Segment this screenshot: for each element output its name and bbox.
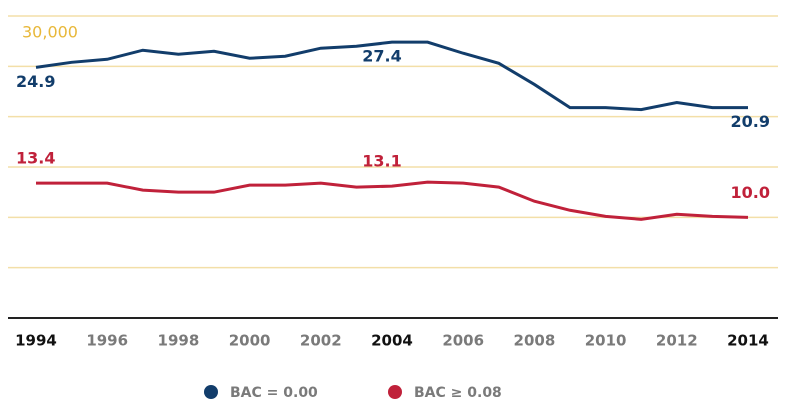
y-tick-label: 30,000 bbox=[22, 23, 78, 42]
x-tick-label: 2000 bbox=[229, 332, 271, 350]
legend-marker bbox=[204, 385, 218, 399]
data-label: 13.1 bbox=[362, 152, 401, 171]
legend-label: BAC ≥ 0.08 bbox=[414, 385, 502, 401]
x-tick-label: 1994 bbox=[15, 332, 57, 350]
line-series bbox=[35, 40, 748, 112]
data-label: 27.4 bbox=[362, 47, 401, 66]
legend-marker bbox=[388, 385, 402, 399]
legend-label: BAC = 0.00 bbox=[230, 385, 318, 401]
data-label: 10.0 bbox=[731, 183, 770, 202]
line-series bbox=[36, 180, 749, 221]
x-tick-label: 1996 bbox=[86, 332, 128, 350]
x-tick-label: 1998 bbox=[158, 332, 200, 350]
x-tick-label: 2010 bbox=[585, 332, 627, 350]
data-label: 24.9 bbox=[16, 72, 55, 91]
x-tick-label: 2002 bbox=[300, 332, 342, 350]
x-tick-label: 2012 bbox=[656, 332, 698, 350]
x-tick-label: 2006 bbox=[442, 332, 484, 350]
x-tick-label: 2004 bbox=[371, 332, 413, 350]
data-label: 20.9 bbox=[731, 112, 770, 131]
data-label: 13.4 bbox=[16, 149, 55, 168]
x-tick-label: 2008 bbox=[514, 332, 556, 350]
x-tick-label: 2014 bbox=[727, 332, 769, 350]
